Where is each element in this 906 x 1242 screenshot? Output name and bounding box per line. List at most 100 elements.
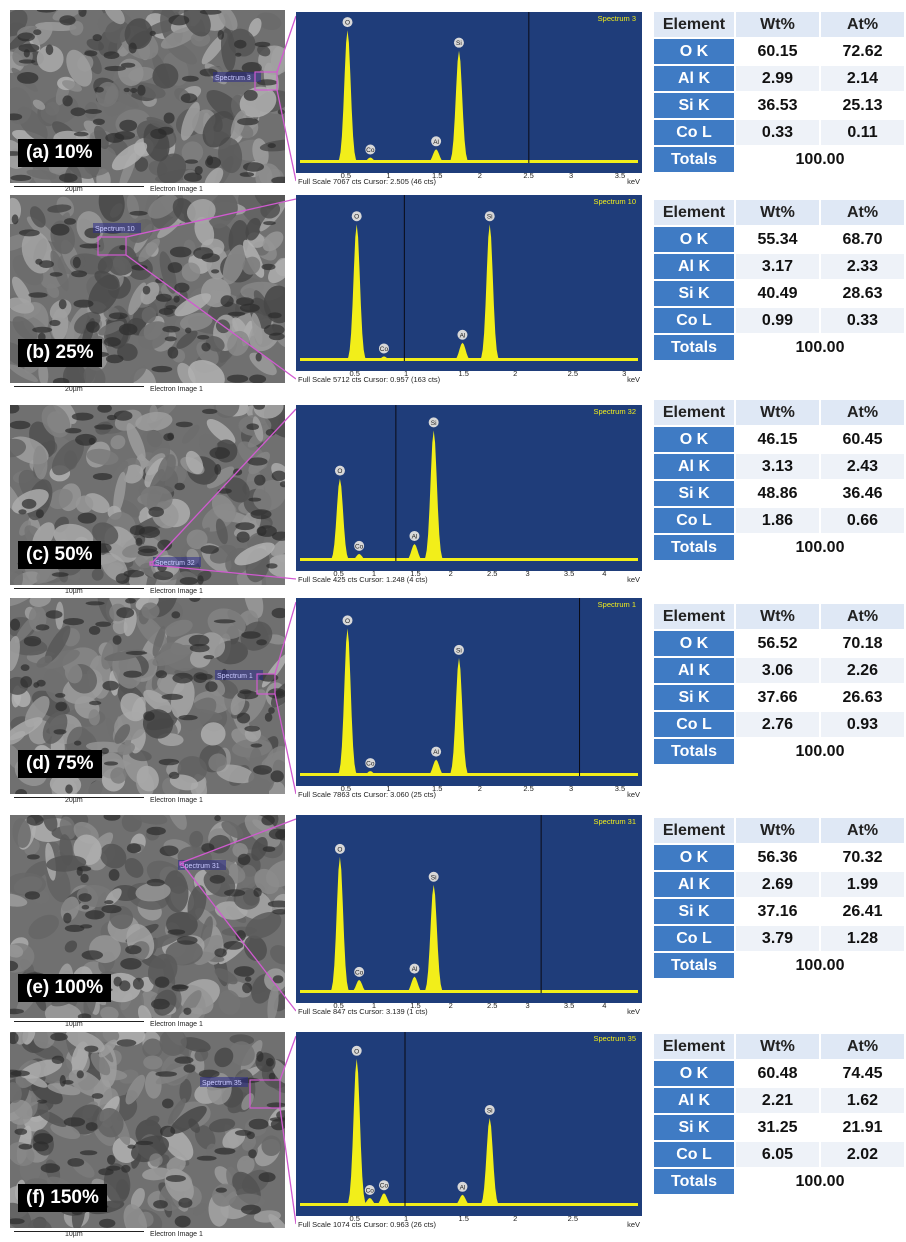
image-label: Electron Image 1	[150, 1231, 203, 1238]
table-header-cell: Element	[654, 12, 734, 37]
analysis-region-box	[179, 861, 184, 866]
wt-percent-cell: 1.86	[736, 508, 819, 533]
x-tick-label: 1	[371, 1001, 376, 1010]
spectrum-title: Spectrum 10	[593, 197, 636, 206]
x-tick-label: 2.5	[523, 784, 534, 793]
spectrum-peak	[329, 856, 350, 993]
eds-spectrum: O Co Co Al Si Spectrum 35 0.5 1 1.5 2 2.5 Full Scal…	[296, 1032, 642, 1229]
x-tick-label: 1	[386, 171, 391, 180]
table-row: Al K 3.17 2.33	[654, 254, 904, 279]
spectrum-footer: Full Scale 847 cts Cursor: 3.139 (1 cts)…	[296, 1007, 642, 1017]
peak-label: O	[345, 618, 350, 625]
table-row: O K 60.48 74.45	[654, 1061, 904, 1086]
eds-spectrum: O Co Al Si Spectrum 3 0.5 1 1.5 2 2.5 3 3.5 Full Sca…	[296, 12, 642, 186]
peak-label: O	[354, 214, 359, 221]
spectrum-peak	[360, 771, 381, 776]
element-cell: Si K	[654, 899, 734, 924]
wt-percent-cell: 37.16	[736, 899, 819, 924]
spectrum-peak	[373, 1193, 394, 1206]
totals-row: Totals 100.00	[654, 1169, 904, 1194]
spectrum-peak	[346, 224, 367, 361]
spectrum-title: Spectrum 31	[593, 817, 636, 826]
scale-bar: 20µm Electron Image 1	[10, 794, 285, 806]
at-percent-cell: 2.02	[821, 1142, 904, 1167]
at-percent-cell: 28.63	[821, 281, 904, 306]
spectrum-footer: Full Scale 425 cts Cursor: 1.248 (4 cts)…	[296, 575, 642, 585]
totals-row: Totals 100.00	[654, 953, 904, 978]
at-percent-cell: 26.41	[821, 899, 904, 924]
at-percent-cell: 2.14	[821, 66, 904, 91]
table-header-cell: Wt%	[736, 1034, 819, 1059]
table-header-row: Element Wt% At%	[654, 604, 904, 629]
spectrum-peak	[426, 759, 447, 776]
element-cell: O K	[654, 631, 734, 656]
element-cell: Co L	[654, 508, 734, 533]
unit-label: keV	[627, 790, 640, 799]
element-cell: O K	[654, 1061, 734, 1086]
spectrum-title: Spectrum 3	[598, 14, 636, 23]
x-tick-label: 3	[622, 369, 627, 378]
table-row: O K 56.36 70.32	[654, 845, 904, 870]
full-scale-text: Full Scale 7067 cts Cursor: 2.505 (46 ct…	[298, 177, 436, 186]
x-tick-label: 2	[513, 1214, 518, 1223]
spectrum-title: Spectrum 35	[593, 1034, 636, 1043]
panel-label: (b) 25%	[18, 339, 102, 367]
spectrum-tag: Spectrum 10	[95, 226, 135, 233]
element-cell: Al K	[654, 254, 734, 279]
panel-label: (c) 50%	[18, 541, 101, 569]
table-row: Al K 2.21 1.62	[654, 1088, 904, 1113]
at-percent-cell: 72.62	[821, 39, 904, 64]
x-tick-label: 1	[371, 569, 376, 578]
wt-percent-cell: 0.33	[736, 120, 819, 145]
peak-label: Al	[433, 139, 439, 146]
x-tick-label: 0.5	[349, 1214, 360, 1223]
scale-text: 10µm	[65, 588, 83, 595]
at-percent-cell: 70.32	[821, 845, 904, 870]
table-row: Si K 31.25 21.91	[654, 1115, 904, 1140]
unit-label: keV	[627, 375, 640, 384]
at-percent-cell: 2.43	[821, 454, 904, 479]
table-header-cell: Element	[654, 400, 734, 425]
peak-label: Al	[433, 749, 439, 756]
table-row: O K 55.34 68.70	[654, 227, 904, 252]
table-header-cell: Wt%	[736, 604, 819, 629]
unit-label: keV	[627, 575, 640, 584]
sem-micrograph: Spectrum 31 (e) 100%	[10, 815, 285, 1018]
peak-label: O	[337, 846, 342, 853]
wt-percent-cell: 3.06	[736, 658, 819, 683]
analysis-region-box	[249, 1079, 281, 1109]
element-cell: Si K	[654, 1115, 734, 1140]
peak-label: Co	[380, 346, 389, 353]
spectrum-tag: Spectrum 32	[155, 560, 195, 567]
peak-label: Al	[460, 1184, 466, 1191]
at-percent-cell: 68.70	[821, 227, 904, 252]
element-cell: Si K	[654, 481, 734, 506]
spectrum-peak	[479, 1118, 500, 1206]
table-header-cell: At%	[821, 400, 904, 425]
panel-label: (a) 10%	[18, 139, 101, 167]
x-tick-label: 0.5	[333, 569, 344, 578]
wt-percent-cell: 60.15	[736, 39, 819, 64]
spectrum-tag: Spectrum 1	[217, 673, 253, 680]
x-tick-label: 4	[602, 569, 607, 578]
table-header-row: Element Wt% At%	[654, 1034, 904, 1059]
table-header-cell: Element	[654, 1034, 734, 1059]
x-tick-label: 2	[513, 369, 518, 378]
full-scale-text: Full Scale 1074 cts Cursor: 0.963 (26 ct…	[298, 1220, 436, 1229]
wt-percent-cell: 46.15	[736, 427, 819, 452]
element-cell: Co L	[654, 712, 734, 737]
x-tick-label: 2	[477, 784, 482, 793]
image-label: Electron Image 1	[150, 797, 203, 804]
element-cell: Al K	[654, 454, 734, 479]
spectrum-peak	[452, 1194, 473, 1206]
table-header-cell: At%	[821, 1034, 904, 1059]
sem-micrograph: Spectrum 3 (a) 10%	[10, 10, 285, 183]
totals-label: Totals	[654, 739, 734, 764]
totals-row: Totals 100.00	[654, 335, 904, 360]
totals-value: 100.00	[736, 1169, 904, 1194]
peak-label: O	[354, 1048, 359, 1055]
element-cell: Si K	[654, 93, 734, 118]
at-percent-cell: 60.45	[821, 427, 904, 452]
spectrum-peak	[423, 430, 444, 561]
at-percent-cell: 2.26	[821, 658, 904, 683]
